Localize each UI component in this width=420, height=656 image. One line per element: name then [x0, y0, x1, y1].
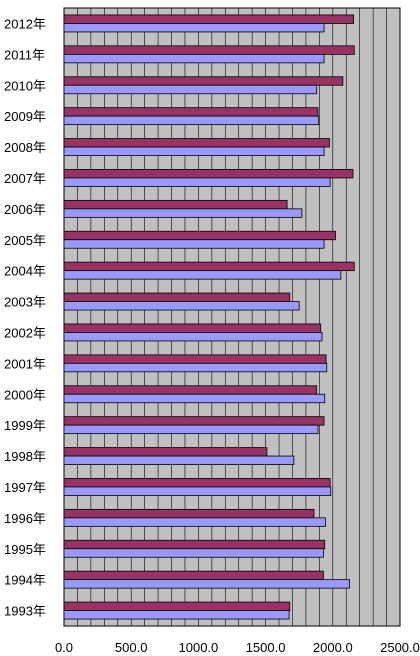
bar-2005年-series-2	[63, 239, 325, 249]
category-label: 2000年	[4, 387, 46, 402]
bar-2008年-series-1	[63, 138, 330, 148]
bar-2012年-series-1	[63, 14, 355, 24]
category-label: 1997年	[4, 480, 46, 495]
category-label: 1994年	[4, 573, 46, 588]
bar-1995年-series-1	[63, 539, 326, 550]
x-tick-label: 1000.0	[179, 640, 219, 655]
bar-2006年-series-2	[63, 208, 303, 218]
bar-2011年-series-1	[63, 45, 355, 55]
bar-1995年-series-2	[63, 548, 324, 558]
x-tick-label: 500.0	[115, 640, 148, 655]
bar-2002年-series-2	[63, 332, 323, 342]
bar-2001年-series-2	[63, 362, 328, 373]
bar-2003年-series-2	[63, 301, 300, 311]
bar-1993年-series-1	[63, 601, 291, 611]
bar-1996年-series-1	[63, 508, 315, 519]
category-label: 2006年	[4, 202, 46, 217]
category-label: 1993年	[4, 604, 46, 619]
bar-1998年-series-1	[63, 447, 268, 457]
bars	[63, 14, 355, 620]
category-label: 2001年	[4, 356, 46, 371]
category-labels: 2012年 2011年 2010年 2009年 2008年 2007年 2006年 2005年…	[4, 16, 46, 618]
category-label: 1998年	[4, 449, 46, 464]
bar-2001年-series-1	[63, 354, 327, 364]
category-label: 2010年	[4, 78, 46, 93]
category-label: 2012年	[4, 16, 46, 31]
bar-2009年-series-2	[63, 115, 320, 126]
bar-2003年-series-1	[63, 292, 291, 302]
bar-2004年-series-1	[63, 261, 355, 272]
category-label: 2005年	[4, 233, 46, 248]
bar-2009年-series-1	[63, 107, 319, 117]
bar-1996年-series-2	[63, 517, 326, 527]
category-label: 2007年	[4, 171, 46, 186]
bar-2007年-series-2	[63, 177, 331, 187]
bar-2000年-series-2	[63, 393, 326, 404]
bar-2011年-series-2	[63, 53, 325, 64]
bar-1997年-series-2	[63, 486, 332, 496]
bar-2008年-series-2	[63, 146, 325, 156]
bar-2007年-series-1	[63, 169, 354, 179]
bar-1999年-series-2	[63, 424, 319, 435]
bar-1998年-series-2	[63, 455, 295, 465]
bar-2012年-series-2	[63, 23, 325, 33]
category-label: 1999年	[4, 418, 46, 433]
category-label: 1996年	[4, 511, 46, 526]
x-tick-labels: 0.0 500.0 1000.0 1500.0 2000.0 2500.0	[55, 640, 420, 655]
bar-2006年-series-1	[63, 199, 288, 210]
bar-1994年-series-2	[63, 579, 351, 589]
bar-2004年-series-2	[63, 270, 342, 280]
category-label: 2002年	[4, 325, 46, 340]
bar-2005年-series-1	[63, 230, 336, 241]
bar-2000年-series-1	[63, 385, 318, 395]
category-label: 2004年	[4, 264, 46, 279]
category-label: 2009年	[4, 109, 46, 124]
bar-1993年-series-2	[63, 610, 290, 620]
bar-2010年-series-1	[63, 76, 344, 86]
bar-2002年-series-1	[63, 323, 322, 333]
bar-1994年-series-1	[63, 570, 324, 581]
bar-1997年-series-1	[63, 478, 331, 488]
category-label: 1995年	[4, 542, 46, 557]
bar-1999年-series-1	[63, 416, 325, 426]
category-label: 2011年	[4, 47, 45, 62]
bar-2010年-series-2	[63, 84, 318, 95]
x-tick-label: 2000.0	[313, 640, 353, 655]
x-tick-label: 1500.0	[246, 640, 286, 655]
category-label: 2008年	[4, 140, 46, 155]
category-label: 2003年	[4, 295, 46, 310]
x-tick-label: 2500.0	[380, 640, 420, 655]
plot-area	[63, 7, 401, 627]
x-tick-label: 0.0	[55, 640, 73, 655]
